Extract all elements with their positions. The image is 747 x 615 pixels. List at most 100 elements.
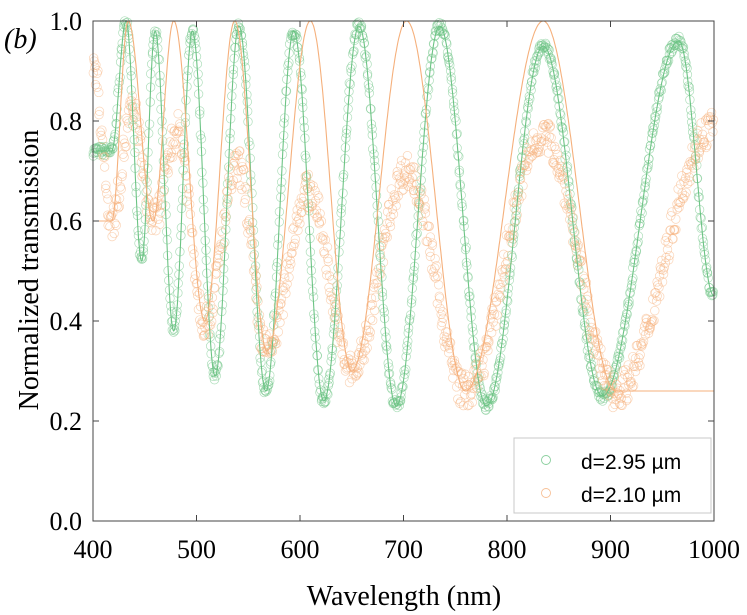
data-point [645, 323, 655, 333]
data-point [97, 134, 108, 145]
data-point [607, 393, 617, 403]
data-point [282, 259, 292, 269]
data-point [99, 162, 110, 172]
data-point [231, 148, 242, 158]
data-point [281, 288, 291, 299]
data-point [425, 251, 436, 262]
data-point [360, 345, 371, 356]
data-point [543, 119, 553, 129]
data-point [325, 287, 335, 298]
data-point [386, 211, 396, 222]
data-point [158, 186, 169, 197]
data-point [638, 336, 649, 347]
data-point [260, 386, 271, 396]
data-point [486, 310, 497, 320]
data-point [564, 203, 574, 213]
data-point [416, 189, 426, 199]
data-point [655, 291, 665, 302]
data-point [225, 175, 235, 186]
data-point [290, 238, 300, 249]
data-point [420, 208, 431, 218]
data-point [575, 254, 585, 265]
data-point [105, 221, 115, 232]
data-point [460, 380, 470, 391]
data-point [671, 225, 681, 235]
data-point [594, 351, 604, 361]
data-point [122, 116, 132, 126]
data-point [621, 395, 632, 406]
data-point [665, 225, 676, 235]
data-point [409, 189, 419, 199]
y-tick-label: 0.8 [50, 107, 83, 136]
data-point [217, 243, 227, 253]
data-point [640, 330, 651, 340]
data-point [240, 194, 251, 205]
data-point [505, 230, 516, 240]
data-point [232, 173, 242, 184]
data-point [621, 308, 632, 319]
data-point [173, 109, 183, 119]
data-point [505, 233, 515, 243]
data-point [592, 338, 602, 348]
data-point [540, 121, 551, 131]
data-point [653, 280, 663, 290]
data-point [628, 381, 639, 391]
data-point [555, 155, 565, 166]
data-point [595, 370, 606, 380]
data-point [105, 212, 116, 222]
data-point [601, 360, 611, 370]
data-point [320, 235, 331, 245]
data-point [168, 139, 178, 149]
data-point [484, 337, 494, 348]
data-point [492, 310, 502, 320]
data-point [310, 186, 320, 196]
data-point [509, 198, 520, 208]
data-point [339, 355, 349, 365]
data-point [219, 209, 229, 219]
data-point [286, 259, 296, 269]
data-point [89, 56, 99, 66]
data-point [137, 254, 147, 264]
data-point [544, 132, 554, 142]
data-point [652, 277, 662, 287]
data-point [191, 279, 202, 289]
data-point [323, 253, 333, 264]
data-point [650, 306, 660, 316]
data-point [248, 252, 258, 262]
data-point [335, 322, 346, 332]
data-point [621, 388, 631, 398]
data-point [498, 277, 508, 287]
data-point [678, 194, 688, 204]
data-point [672, 204, 682, 214]
data-point [243, 228, 253, 238]
legend-box [513, 437, 712, 514]
data-point [633, 357, 644, 368]
data-point [498, 249, 509, 259]
data-point [656, 78, 667, 88]
data-point [609, 388, 619, 399]
y-tick-label: 0.2 [50, 407, 83, 436]
data-point [527, 151, 538, 161]
data-point [565, 214, 575, 225]
data-point [648, 316, 658, 326]
data-point [496, 283, 506, 293]
data-point [531, 56, 541, 66]
data-point [425, 247, 435, 257]
data-point [193, 304, 204, 315]
data-point [381, 231, 391, 242]
data-point [110, 218, 120, 229]
data-point [656, 255, 667, 266]
data-point [214, 245, 225, 255]
data-point [591, 380, 602, 390]
data-point [651, 296, 662, 306]
data-point [136, 157, 147, 167]
data-point [564, 199, 574, 210]
data-point [174, 127, 184, 137]
data-point [393, 170, 403, 180]
data-point [701, 142, 711, 153]
data-point [200, 329, 210, 340]
data-point [135, 135, 146, 145]
data-point [658, 265, 668, 275]
data-point [323, 256, 333, 267]
